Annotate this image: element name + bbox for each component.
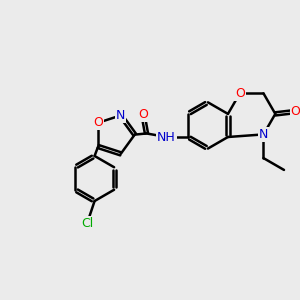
Text: O: O <box>290 105 300 118</box>
Text: O: O <box>138 107 148 121</box>
Text: Cl: Cl <box>81 218 93 230</box>
Text: O: O <box>93 116 103 129</box>
Text: N: N <box>259 128 268 141</box>
Text: NH: NH <box>157 130 176 143</box>
Text: N: N <box>116 109 125 122</box>
Text: O: O <box>235 87 245 100</box>
